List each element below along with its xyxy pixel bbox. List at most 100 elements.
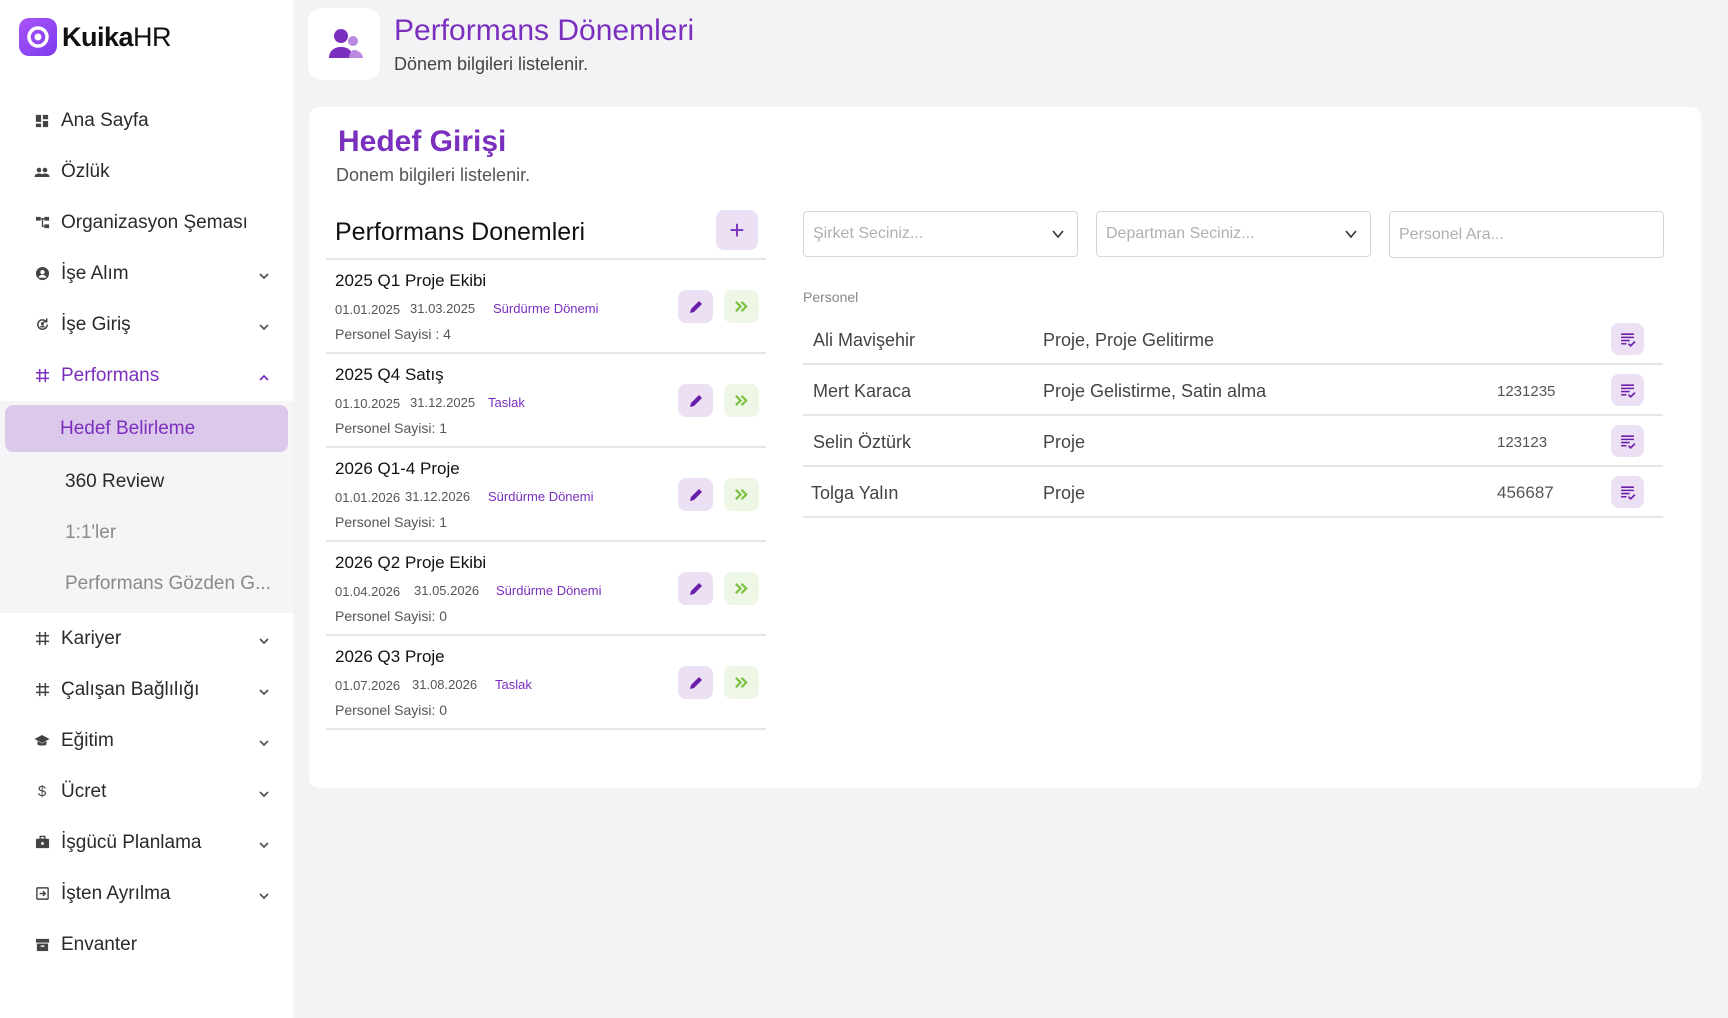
edit-period-button[interactable] bbox=[678, 478, 713, 511]
personel-department: Proje bbox=[1043, 432, 1086, 452]
period-status: Taslak bbox=[488, 395, 525, 410]
period-row[interactable]: 2025 Q4 Satış 01.10.2025 31.12.2025 Tasl… bbox=[326, 354, 766, 448]
sidebar-item-isten-ayrilma[interactable]: İşten Ayrılma bbox=[0, 868, 293, 919]
double-chevron-right-icon bbox=[735, 677, 748, 688]
edit-period-button[interactable] bbox=[678, 572, 713, 605]
hash-icon bbox=[34, 368, 50, 384]
sidebar-item-ozluk[interactable]: Özlük bbox=[0, 146, 293, 197]
sidebar-item-label: İşten Ayrılma bbox=[61, 882, 171, 904]
pencil-icon bbox=[689, 300, 702, 313]
period-row[interactable]: 2026 Q1-4 Proje 01.01.2026 31.12.2026 Sü… bbox=[326, 448, 766, 542]
team-icon bbox=[329, 29, 363, 58]
sidebar-item-label: Performans bbox=[61, 364, 160, 386]
period-personel-count: Personel Sayisi: 0 bbox=[335, 702, 448, 718]
kuika-logo-icon bbox=[19, 18, 57, 56]
table-row[interactable]: Selin Öztürk Proje 123123 bbox=[803, 416, 1663, 467]
sidebar-item-ucret[interactable]: $ Ücret bbox=[0, 766, 293, 817]
goal-list-button[interactable] bbox=[1611, 425, 1644, 457]
chevron-down-icon bbox=[257, 632, 271, 646]
sidebar-item-label: Çalışan Bağlılığı bbox=[61, 678, 200, 700]
personel-name: Ali Mavişehir bbox=[813, 330, 916, 350]
table-row[interactable]: Tolga Yalın Proje 456687 bbox=[803, 467, 1663, 518]
hash-icon bbox=[34, 631, 50, 647]
pencil-icon bbox=[689, 488, 702, 501]
chevron-down-icon bbox=[257, 785, 271, 799]
chevron-down-icon bbox=[257, 734, 271, 748]
open-period-button[interactable] bbox=[724, 478, 759, 511]
period-name: 2025 Q1 Proje Ekibi bbox=[335, 271, 487, 290]
chevron-down-icon bbox=[257, 318, 271, 332]
double-chevron-right-icon bbox=[735, 583, 748, 594]
app-logo[interactable]: KuikaHR bbox=[19, 18, 172, 56]
personel-table: Ali Mavişehir Proje, Proje Gelitirme Mer… bbox=[803, 314, 1663, 518]
period-start-date: 01.07.2026 bbox=[335, 678, 401, 693]
open-period-button[interactable] bbox=[724, 572, 759, 605]
double-chevron-right-icon bbox=[735, 489, 748, 500]
sidebar-item-organizasyon[interactable]: Organizasyon Şeması bbox=[0, 197, 293, 248]
personel-name: Tolga Yalın bbox=[811, 483, 899, 503]
briefcase-icon bbox=[34, 835, 50, 851]
pencil-icon bbox=[689, 394, 702, 407]
sidebar-item-ana-sayfa[interactable]: Ana Sayfa bbox=[0, 95, 293, 146]
page-subtitle: Dönem bilgileri listelenir. bbox=[394, 54, 589, 74]
edit-period-button[interactable] bbox=[678, 290, 713, 323]
sidebar-nav: Ana Sayfa Özlük Organizasyon Şeması İşe … bbox=[0, 95, 293, 970]
period-end-date: 31.12.2026 bbox=[405, 489, 471, 504]
period-row[interactable]: 2025 Q1 Proje Ekibi 01.01.2025 31.03.202… bbox=[326, 260, 766, 354]
sidebar-item-ise-giris[interactable]: İşe Giriş bbox=[0, 299, 293, 350]
table-row[interactable]: Mert Karaca Proje Gelistirme, Satin alma… bbox=[803, 365, 1663, 416]
personel-department: Proje Gelistirme, Satin alma bbox=[1043, 381, 1267, 401]
goal-list-button[interactable] bbox=[1611, 476, 1644, 508]
double-chevron-right-icon bbox=[735, 395, 748, 406]
table-row[interactable]: Ali Mavişehir Proje, Proje Gelitirme bbox=[803, 314, 1663, 365]
sidebar-item-kariyer[interactable]: Kariyer bbox=[0, 613, 293, 664]
sidebar-item-ise-alim[interactable]: İşe Alım bbox=[0, 248, 293, 299]
personel-code: 1231235 bbox=[1497, 383, 1556, 400]
company-select[interactable]: Şirket Seciniz... bbox=[803, 211, 1078, 257]
sidebar-item-label: Ana Sayfa bbox=[61, 109, 149, 131]
archive-icon bbox=[34, 937, 50, 953]
chevron-up-icon bbox=[257, 369, 271, 383]
period-personel-count: Personel Sayisi : 4 bbox=[335, 326, 451, 342]
double-chevron-right-icon bbox=[735, 301, 748, 312]
personel-search-input[interactable] bbox=[1389, 211, 1664, 258]
hash-icon bbox=[34, 682, 50, 698]
person-badge-icon bbox=[34, 266, 50, 282]
period-end-date: 31.03.2025 bbox=[410, 301, 476, 316]
period-name: 2026 Q2 Proje Ekibi bbox=[335, 553, 487, 572]
add-period-button[interactable]: + bbox=[716, 210, 758, 250]
submenu-item-hedef-belirleme[interactable]: Hedef Belirleme bbox=[5, 405, 288, 452]
open-period-button[interactable] bbox=[724, 384, 759, 417]
period-personel-count: Personel Sayisi: 1 bbox=[335, 420, 448, 436]
period-start-date: 01.10.2025 bbox=[335, 396, 401, 411]
personel-name: Mert Karaca bbox=[813, 381, 912, 401]
period-end-date: 31.12.2025 bbox=[410, 395, 476, 410]
submenu-item-one-on-ones[interactable]: 1:1'ler bbox=[65, 521, 117, 543]
goal-list-button[interactable] bbox=[1611, 374, 1644, 406]
pencil-icon bbox=[689, 676, 702, 689]
company-select-placeholder: Şirket Seciniz... bbox=[813, 225, 924, 242]
sidebar-item-envanter[interactable]: Envanter bbox=[0, 919, 293, 970]
sidebar-item-egitim[interactable]: Eğitim bbox=[0, 715, 293, 766]
personel-name: Selin Öztürk bbox=[813, 432, 912, 452]
checklist-icon bbox=[1621, 383, 1636, 398]
sidebar-item-performans[interactable]: Performans bbox=[0, 350, 293, 401]
edit-period-button[interactable] bbox=[678, 384, 713, 417]
period-status: Sürdürme Dönemi bbox=[488, 489, 594, 504]
submenu-item-360-review[interactable]: 360 Review bbox=[65, 470, 165, 492]
org-chart-icon bbox=[34, 215, 50, 231]
sidebar-item-calisan-bagliligi[interactable]: Çalışan Bağlılığı bbox=[0, 664, 293, 715]
open-period-button[interactable] bbox=[724, 290, 759, 323]
period-row[interactable]: 2026 Q2 Proje Ekibi 01.04.2026 31.05.202… bbox=[326, 542, 766, 636]
open-period-button[interactable] bbox=[724, 666, 759, 699]
department-select[interactable]: Departman Seciniz... bbox=[1096, 211, 1371, 257]
period-row[interactable]: 2026 Q3 Proje 01.07.2026 31.08.2026 Tasl… bbox=[326, 636, 766, 730]
personel-code: 456687 bbox=[1497, 483, 1554, 502]
submenu-item-performans-gozden-gecirme[interactable]: Performans Gözden G... bbox=[65, 572, 271, 594]
goal-list-button[interactable] bbox=[1611, 323, 1644, 355]
sidebar-item-isgucu-planlama[interactable]: İşgücü Planlama bbox=[0, 817, 293, 868]
edit-period-button[interactable] bbox=[678, 666, 713, 699]
period-personel-count: Personel Sayisi: 1 bbox=[335, 514, 448, 530]
period-list-header: Performans Donemleri + bbox=[326, 210, 766, 260]
period-personel-count: Personel Sayisi: 0 bbox=[335, 608, 448, 624]
